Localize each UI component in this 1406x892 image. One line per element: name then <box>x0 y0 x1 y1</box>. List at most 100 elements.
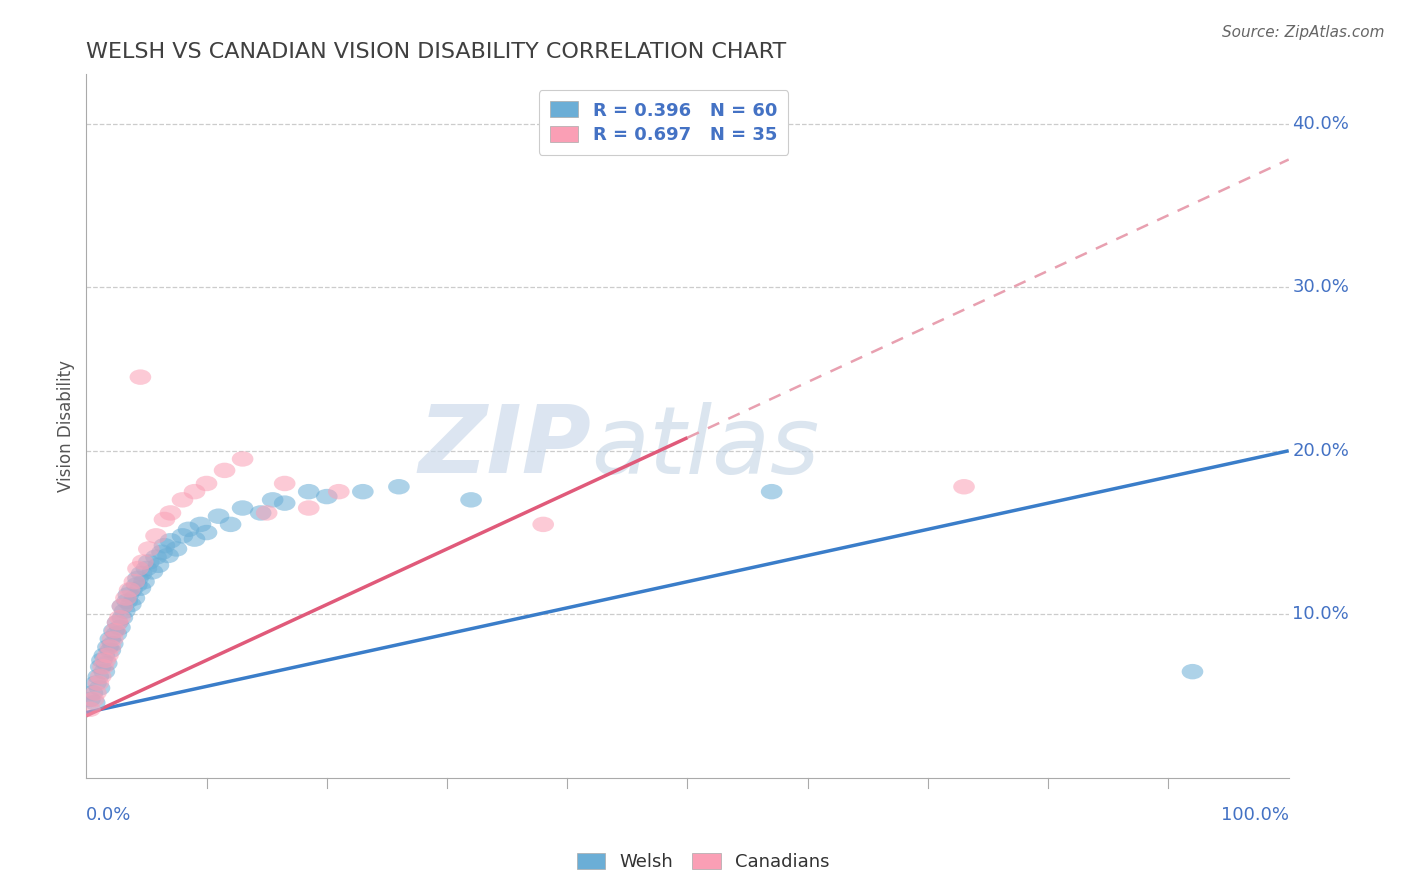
Ellipse shape <box>157 548 179 563</box>
Ellipse shape <box>232 500 253 516</box>
Ellipse shape <box>219 516 242 533</box>
Ellipse shape <box>87 669 110 684</box>
Ellipse shape <box>127 571 149 586</box>
Ellipse shape <box>121 582 143 598</box>
Ellipse shape <box>91 652 112 668</box>
Text: atlas: atlas <box>592 401 820 492</box>
Ellipse shape <box>142 564 163 580</box>
Ellipse shape <box>208 508 229 524</box>
Ellipse shape <box>127 561 149 576</box>
Ellipse shape <box>256 505 277 521</box>
Ellipse shape <box>118 582 141 598</box>
Ellipse shape <box>184 484 205 500</box>
Ellipse shape <box>262 492 284 508</box>
Ellipse shape <box>79 701 101 717</box>
Ellipse shape <box>86 675 107 690</box>
Ellipse shape <box>103 623 125 639</box>
Text: 20.0%: 20.0% <box>1292 442 1350 459</box>
Ellipse shape <box>184 532 205 547</box>
Legend: Welsh, Canadians: Welsh, Canadians <box>569 846 837 879</box>
Ellipse shape <box>195 524 218 541</box>
Ellipse shape <box>104 623 127 639</box>
Ellipse shape <box>135 561 157 576</box>
Ellipse shape <box>111 599 134 614</box>
Ellipse shape <box>131 566 152 582</box>
Ellipse shape <box>97 640 118 655</box>
Ellipse shape <box>298 500 319 516</box>
Ellipse shape <box>90 669 111 684</box>
Ellipse shape <box>172 492 193 508</box>
Ellipse shape <box>274 495 295 511</box>
Ellipse shape <box>132 554 153 570</box>
Ellipse shape <box>148 558 169 573</box>
Ellipse shape <box>145 549 167 565</box>
Ellipse shape <box>214 463 235 478</box>
Ellipse shape <box>93 659 114 674</box>
Ellipse shape <box>460 492 482 508</box>
Ellipse shape <box>166 541 187 557</box>
Ellipse shape <box>129 581 152 596</box>
Text: Source: ZipAtlas.com: Source: ZipAtlas.com <box>1222 25 1385 40</box>
Ellipse shape <box>177 522 200 537</box>
Text: 100.0%: 100.0% <box>1220 806 1289 824</box>
Ellipse shape <box>97 648 118 663</box>
Ellipse shape <box>145 528 167 543</box>
Ellipse shape <box>101 636 124 651</box>
Ellipse shape <box>134 574 155 590</box>
Ellipse shape <box>138 541 160 557</box>
Ellipse shape <box>86 685 107 700</box>
Ellipse shape <box>111 599 134 614</box>
Ellipse shape <box>250 505 271 521</box>
Ellipse shape <box>138 554 160 570</box>
Ellipse shape <box>94 652 117 668</box>
Ellipse shape <box>232 451 253 467</box>
Ellipse shape <box>160 505 181 521</box>
Ellipse shape <box>101 632 124 647</box>
Ellipse shape <box>153 512 176 527</box>
Ellipse shape <box>110 610 131 625</box>
Ellipse shape <box>124 591 145 606</box>
Ellipse shape <box>190 516 211 533</box>
Ellipse shape <box>79 691 101 707</box>
Text: 30.0%: 30.0% <box>1292 278 1350 296</box>
Ellipse shape <box>111 610 134 625</box>
Ellipse shape <box>100 640 121 655</box>
Ellipse shape <box>352 484 374 500</box>
Ellipse shape <box>114 603 135 619</box>
Ellipse shape <box>152 544 173 560</box>
Text: 0.0%: 0.0% <box>86 806 132 824</box>
Ellipse shape <box>533 516 554 533</box>
Ellipse shape <box>107 615 128 631</box>
Ellipse shape <box>124 574 145 590</box>
Ellipse shape <box>110 620 131 635</box>
Ellipse shape <box>127 577 148 592</box>
Ellipse shape <box>172 528 193 543</box>
Ellipse shape <box>84 695 105 711</box>
Ellipse shape <box>89 681 110 696</box>
Ellipse shape <box>129 369 152 384</box>
Y-axis label: Vision Disability: Vision Disability <box>58 360 75 492</box>
Ellipse shape <box>328 484 350 500</box>
Ellipse shape <box>83 691 104 707</box>
Legend: R = 0.396   N = 60, R = 0.697   N = 35: R = 0.396 N = 60, R = 0.697 N = 35 <box>538 90 789 155</box>
Ellipse shape <box>96 656 118 671</box>
Text: WELSH VS CANADIAN VISION DISABILITY CORRELATION CHART: WELSH VS CANADIAN VISION DISABILITY CORR… <box>86 42 786 62</box>
Ellipse shape <box>94 664 115 680</box>
Ellipse shape <box>87 675 110 690</box>
Ellipse shape <box>120 597 142 612</box>
Ellipse shape <box>1181 664 1204 680</box>
Ellipse shape <box>117 593 138 609</box>
Ellipse shape <box>100 632 121 647</box>
Ellipse shape <box>82 685 103 700</box>
Ellipse shape <box>195 475 218 491</box>
Ellipse shape <box>90 659 111 674</box>
Ellipse shape <box>153 538 176 553</box>
Ellipse shape <box>953 479 974 494</box>
Ellipse shape <box>100 642 121 658</box>
Ellipse shape <box>274 475 295 491</box>
Ellipse shape <box>115 591 136 606</box>
Text: 10.0%: 10.0% <box>1292 606 1348 624</box>
Ellipse shape <box>160 533 181 549</box>
Ellipse shape <box>107 615 128 631</box>
Ellipse shape <box>316 489 337 504</box>
